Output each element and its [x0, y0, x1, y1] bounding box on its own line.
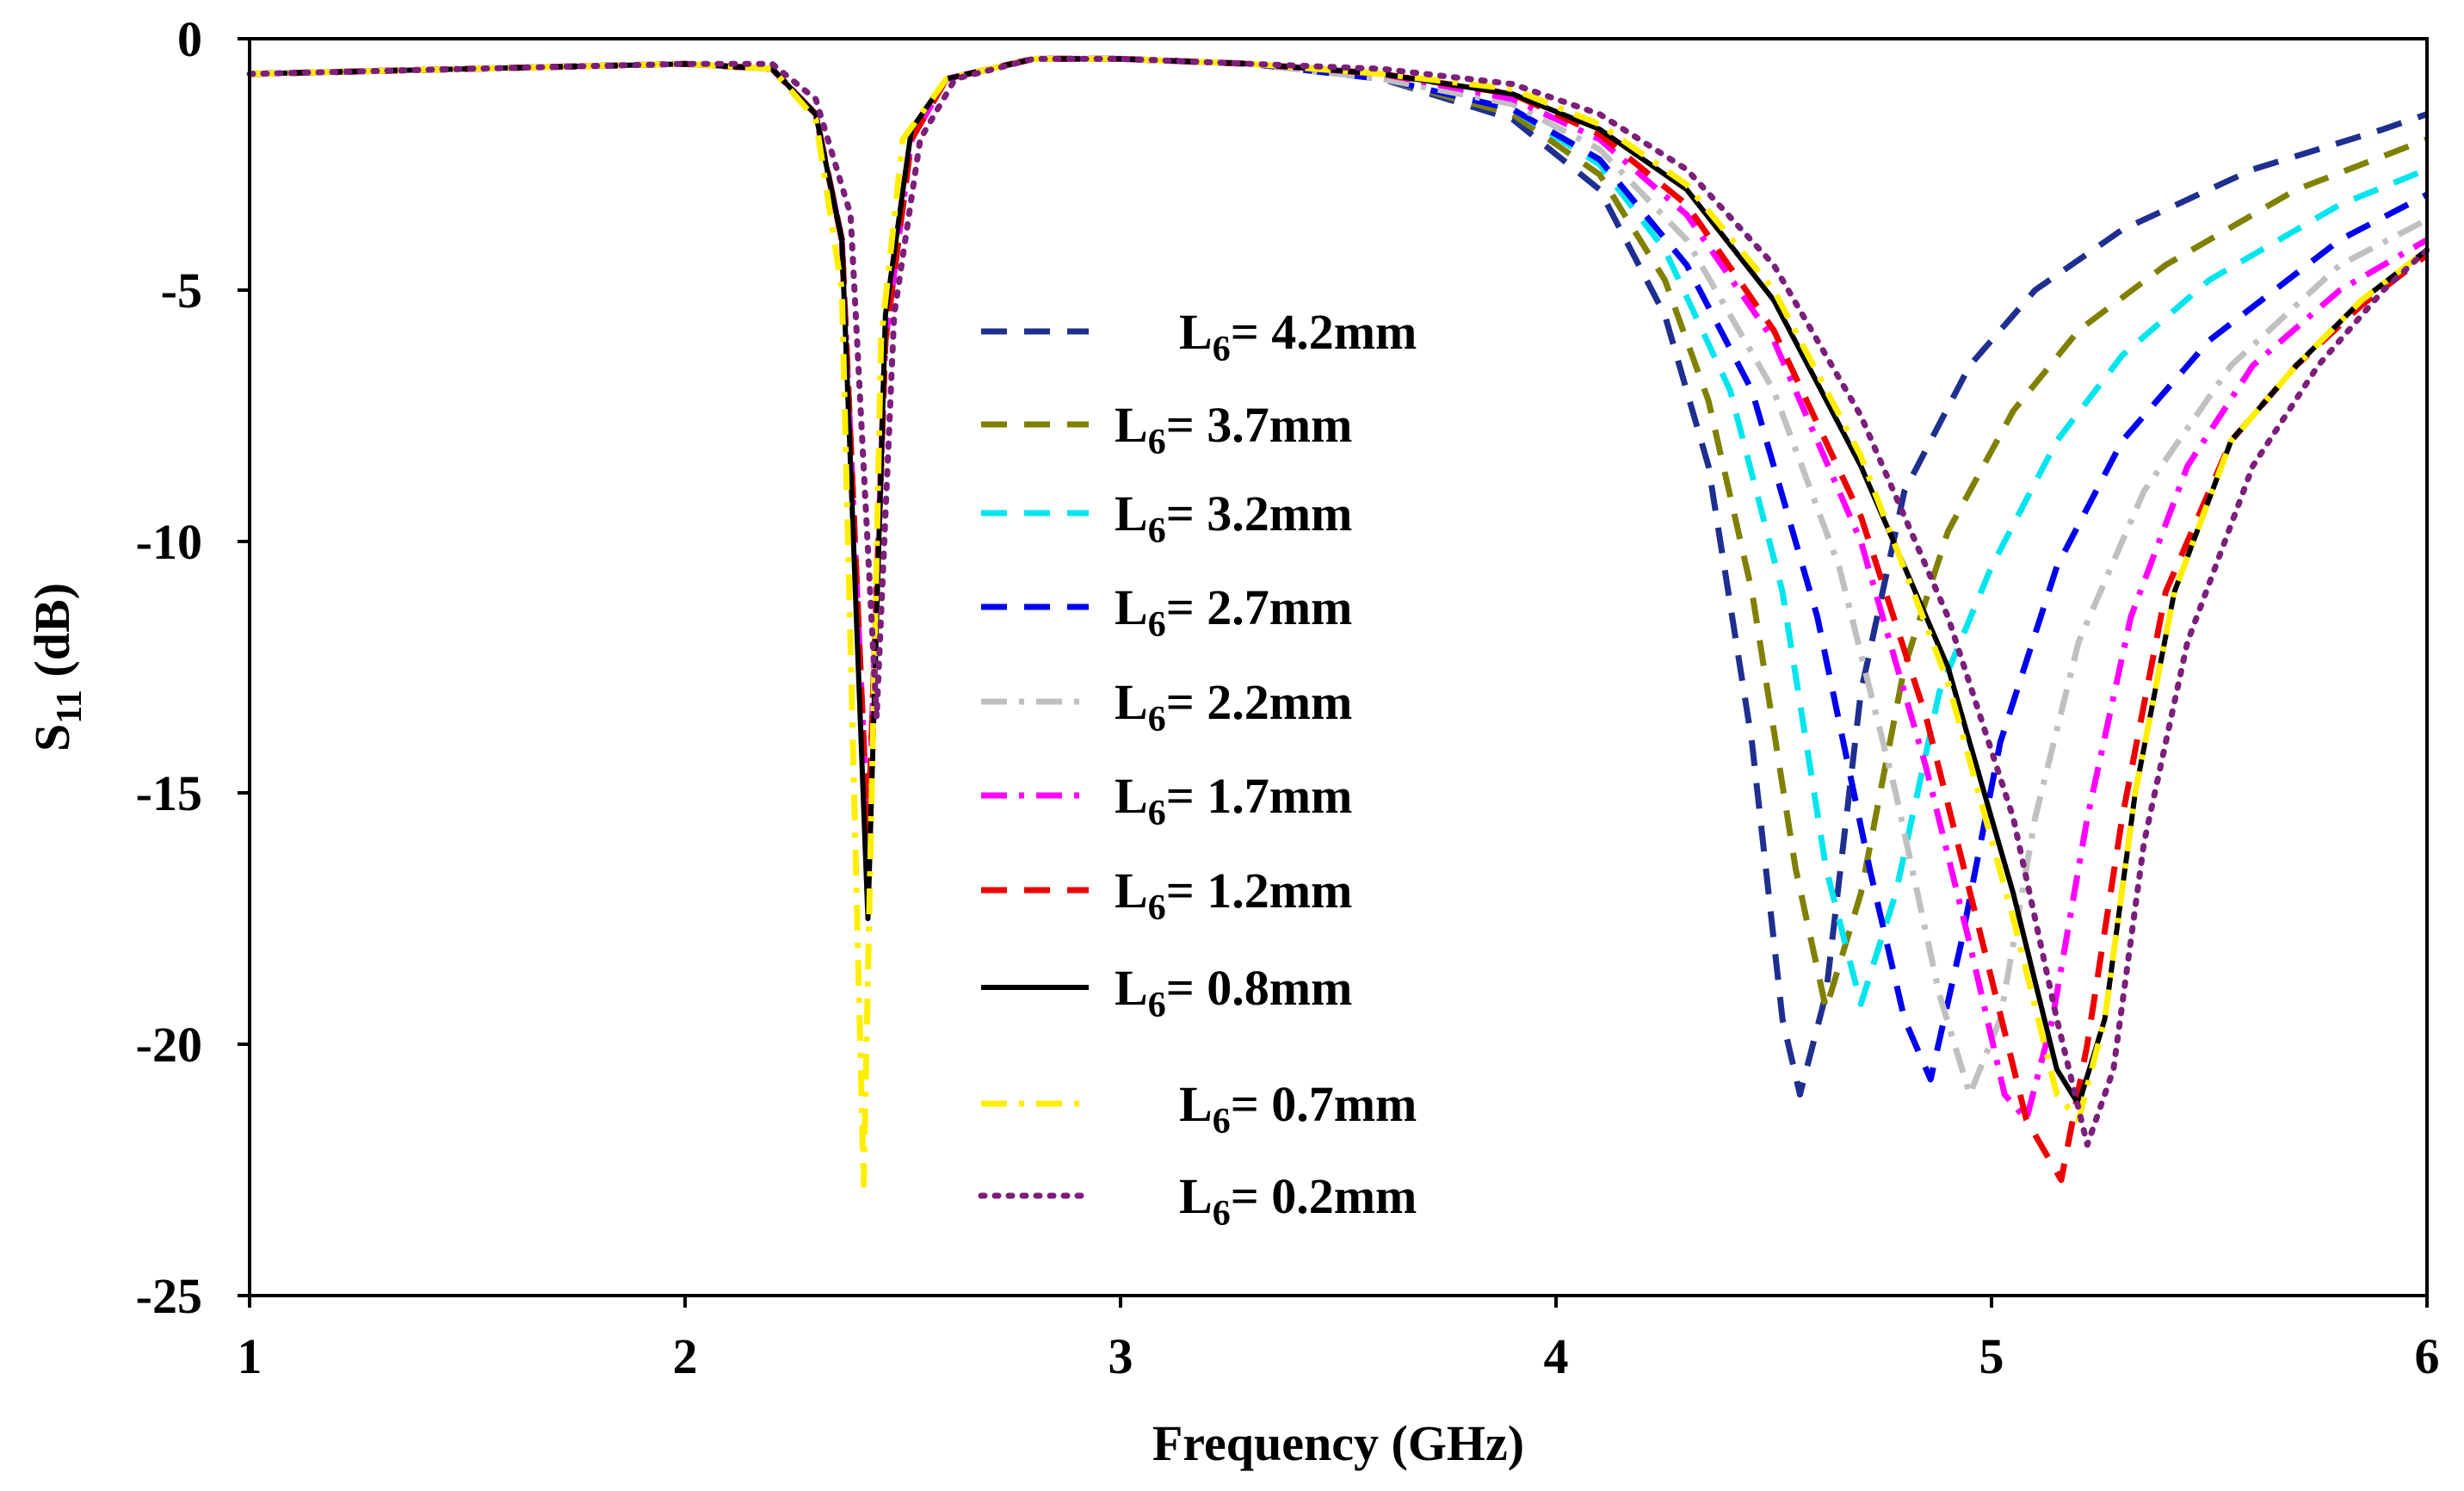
legend-label-base: L — [1179, 1076, 1213, 1132]
x-axis-title: Frequency (GHz) — [1152, 1415, 1524, 1471]
legend-label-base: L — [1115, 397, 1148, 453]
legend-label-8: L6= 0.7mm — [1179, 1076, 1417, 1141]
y-tick-label-5: -25 — [136, 1268, 202, 1324]
legend-label-rest: = 2.7mm — [1166, 579, 1353, 635]
legend-label-rest: = 0.7mm — [1231, 1076, 1417, 1132]
legend-label-base: L — [1115, 486, 1148, 541]
legend-label-base: L — [1179, 1168, 1213, 1224]
legend-label-rest: = 0.2mm — [1231, 1168, 1417, 1224]
y-axis-title-rest: (dB) — [24, 583, 80, 690]
y-axis-title-base: S — [24, 724, 80, 752]
legend-label-base: L — [1115, 768, 1148, 824]
legend-label-3: L6= 2.7mm — [1115, 579, 1352, 645]
legend-label-sub: 6 — [1148, 986, 1166, 1025]
series-line-8 — [249, 55, 2430, 1188]
legend-label-sub: 6 — [1148, 700, 1166, 739]
legend-label-rest: = 2.2mm — [1166, 674, 1353, 730]
legend-label-sub: 6 — [1213, 1194, 1231, 1234]
legend-label-7: L6= 0.8mm — [1115, 960, 1352, 1025]
legend-label-base: L — [1179, 304, 1213, 360]
legend-label-base: L — [1115, 863, 1148, 919]
legend-label-sub: 6 — [1148, 423, 1166, 462]
y-tick-label-2: -10 — [136, 514, 202, 570]
legend-label-rest: = 1.7mm — [1166, 768, 1353, 824]
y-tick-label-4: -20 — [136, 1017, 202, 1073]
x-tick-label-0: 1 — [238, 1328, 262, 1384]
y-axis-title: S11 (dB) — [24, 583, 90, 752]
legend-label-4: L6= 2.2mm — [1115, 674, 1352, 739]
legend-label-rest: = 1.2mm — [1166, 863, 1353, 919]
legend-label-5: L6= 1.7mm — [1115, 768, 1352, 833]
x-tick-label-3: 4 — [1544, 1328, 1569, 1384]
y-tick-label-1: -5 — [161, 263, 202, 319]
legend-label-6: L6= 1.2mm — [1115, 863, 1352, 928]
series-line-9 — [246, 55, 2430, 1148]
plot-frame — [248, 37, 2429, 1297]
legend-label-base: L — [1115, 674, 1148, 730]
legend-label-9: L6= 0.2mm — [1179, 1168, 1417, 1234]
x-tick-label-1: 2 — [673, 1328, 698, 1384]
legend-label-1: L6= 3.7mm — [1115, 397, 1352, 462]
legend-label-rest: = 0.8mm — [1166, 960, 1353, 1016]
legend-label-sub: 6 — [1148, 511, 1166, 551]
legend-label-sub: 6 — [1148, 888, 1166, 928]
legend-label-base: L — [1115, 960, 1148, 1016]
legend-label-sub: 6 — [1213, 330, 1231, 369]
y-tick-label-0: 0 — [177, 11, 202, 67]
legend-label-sub: 6 — [1148, 605, 1166, 645]
legend-label-2: L6= 3.2mm — [1115, 486, 1352, 551]
legend-label-sub: 6 — [1213, 1102, 1231, 1141]
series-line-5 — [249, 55, 2429, 1123]
legend-label-rest: = 4.2mm — [1231, 304, 1417, 360]
y-tick-label-3: -15 — [136, 765, 202, 821]
series-layer — [246, 55, 2430, 1188]
x-tick-label-4: 5 — [1979, 1328, 2004, 1384]
x-tick-label-5: 6 — [2415, 1328, 2440, 1384]
legend-label-rest: = 3.2mm — [1166, 486, 1353, 541]
legend-label-rest: = 3.7mm — [1166, 397, 1353, 453]
ticks-layer: 1 2 3 4 5 6 0 -5 -10 -15 -20 -25 — [136, 11, 2440, 1384]
y-axis-title-sub: 11 — [50, 690, 90, 724]
legend-label-sub: 6 — [1148, 794, 1166, 833]
legend-label-0: L6= 4.2mm — [1179, 304, 1417, 369]
x-tick-label-2: 3 — [1108, 1328, 1133, 1384]
legend-label-base: L — [1115, 579, 1148, 635]
